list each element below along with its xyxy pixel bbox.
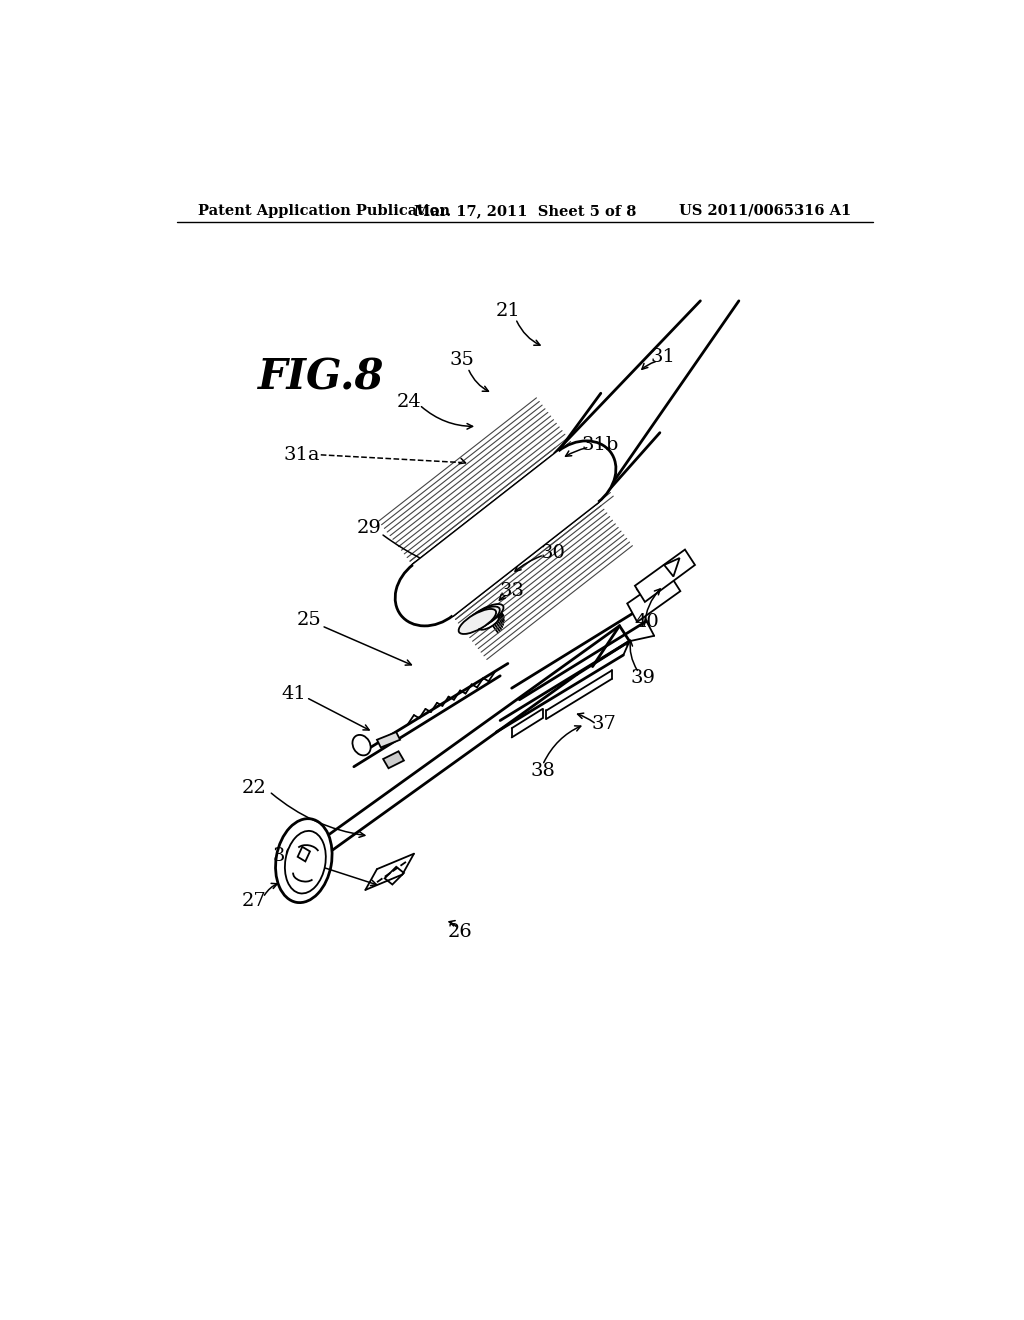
Text: 36: 36 (272, 847, 297, 865)
Ellipse shape (466, 605, 504, 630)
Text: 26: 26 (447, 923, 472, 941)
Text: 31a: 31a (284, 446, 319, 463)
Text: FIG.8: FIG.8 (258, 356, 384, 399)
Polygon shape (635, 549, 695, 602)
Ellipse shape (462, 606, 500, 631)
Text: 22: 22 (242, 779, 266, 797)
Text: Mar. 17, 2011  Sheet 5 of 8: Mar. 17, 2011 Sheet 5 of 8 (414, 203, 636, 218)
Ellipse shape (459, 609, 496, 634)
Polygon shape (383, 751, 403, 768)
Polygon shape (665, 558, 680, 577)
Text: 31b: 31b (582, 436, 618, 454)
Text: 40: 40 (634, 612, 658, 631)
Text: 29: 29 (356, 519, 382, 537)
Text: 27: 27 (242, 892, 266, 911)
Polygon shape (637, 581, 652, 599)
Polygon shape (413, 451, 598, 615)
Text: 39: 39 (630, 669, 655, 688)
Text: 24: 24 (397, 393, 422, 411)
Ellipse shape (352, 735, 371, 755)
Text: 31: 31 (651, 348, 676, 366)
Text: 38: 38 (530, 762, 555, 780)
Ellipse shape (541, 441, 615, 512)
Text: Patent Application Publication: Patent Application Publication (199, 203, 451, 218)
Polygon shape (377, 733, 400, 747)
Text: 41: 41 (282, 685, 306, 702)
Ellipse shape (275, 818, 332, 903)
Ellipse shape (285, 830, 326, 894)
Text: 30: 30 (540, 544, 565, 561)
Text: 37: 37 (592, 715, 616, 734)
Text: 21: 21 (496, 302, 520, 319)
Text: 33: 33 (500, 582, 524, 601)
Polygon shape (628, 574, 680, 622)
Ellipse shape (395, 554, 470, 626)
Text: 25: 25 (297, 611, 322, 630)
Text: US 2011/0065316 A1: US 2011/0065316 A1 (679, 203, 851, 218)
Text: 35: 35 (450, 351, 474, 370)
